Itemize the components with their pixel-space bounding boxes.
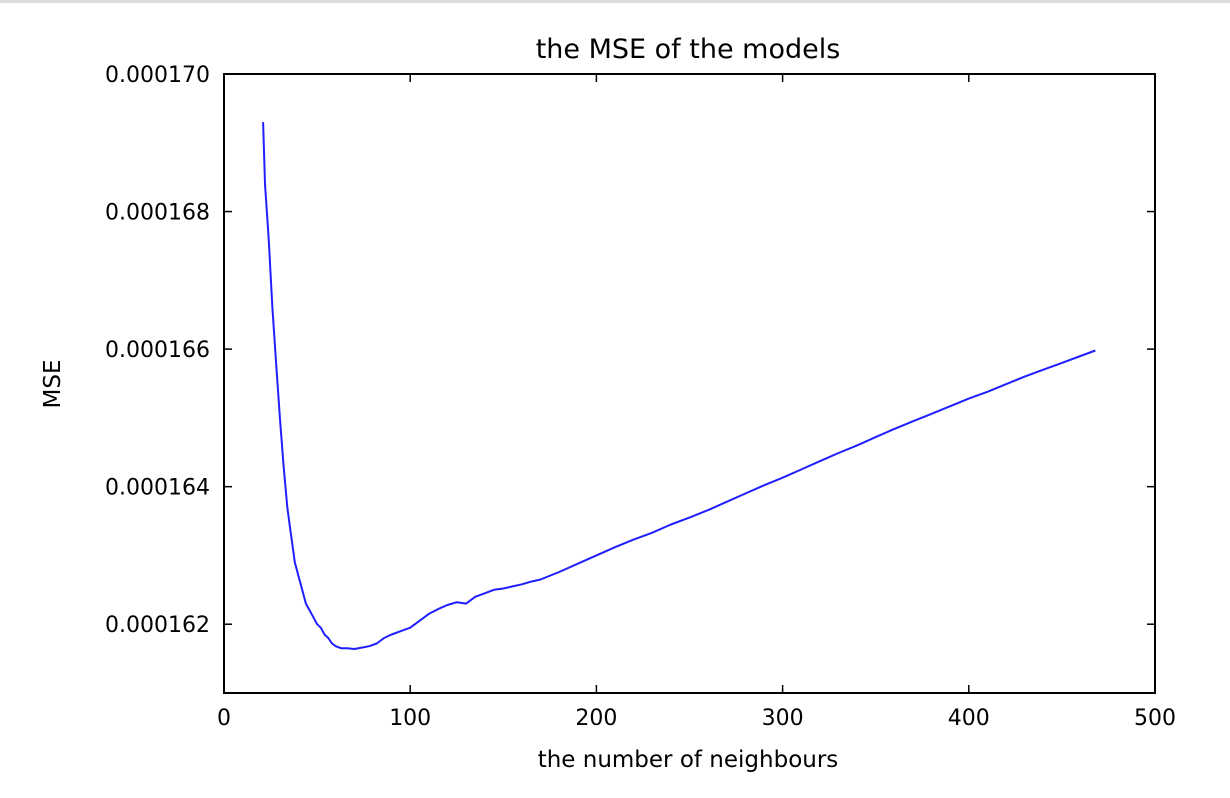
x-tick-label: 400 [948, 706, 990, 731]
y-tick-label: 0.000164 [105, 476, 210, 501]
plot-frame [223, 73, 1156, 694]
top-divider [0, 0, 1230, 3]
x-axis-label: the number of neighbours [538, 747, 839, 773]
y-tick-label: 0.000162 [105, 613, 210, 638]
series-group [262, 122, 1096, 650]
axis-ticks: 0 100 200 300 400 500 0.000162 0.000164 0.000166… [105, 63, 1176, 731]
y-tick-label: 0.000166 [105, 338, 210, 363]
chart-title: the MSE of the models [536, 34, 841, 65]
y-tick-label: 0.000168 [105, 201, 210, 226]
y-axis-label: MSE [40, 360, 66, 409]
x-tick-label: 300 [762, 706, 804, 731]
mse-series-line [262, 122, 1096, 650]
y-tick-label: 0.000170 [105, 63, 210, 88]
x-tick-label: 0 [217, 706, 231, 731]
x-tick-label: 200 [575, 706, 617, 731]
x-tick-label: 100 [389, 706, 431, 731]
x-tick-label: 500 [1134, 706, 1176, 731]
